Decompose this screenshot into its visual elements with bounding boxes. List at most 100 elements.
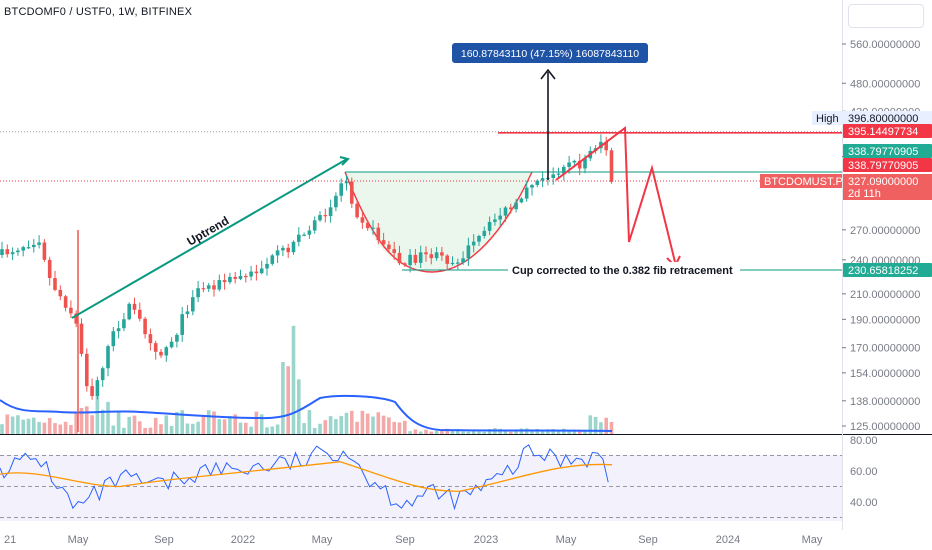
volume-bar [111,425,116,434]
candle-body [275,250,280,256]
volume-bar [222,419,227,434]
candle-body [583,158,587,169]
volume-bar [450,429,455,434]
volume-bar [63,421,68,434]
candle-body [519,198,524,203]
candle-body [355,203,359,218]
price-tick-label: 170.00000000 [850,343,920,355]
volume-bar [556,430,561,434]
candle-body [244,275,248,278]
volume-bar [413,429,418,434]
btcdomust-label-bg [760,174,842,188]
cup-label: Cup corrected to the 0.382 fib retraceme… [512,265,733,277]
volume-bar [281,362,285,434]
candle-body [249,271,253,277]
candle-body [551,174,555,179]
candle-body [572,160,577,163]
time-axis: 21 May Sep 2022 May Sep 2023 May Sep 2024 May [4,534,823,546]
candle-body [556,173,561,175]
candle-body [424,252,428,255]
candle-body [360,217,365,223]
high-badge-bg [812,111,932,125]
candle-body [450,262,455,265]
volume-ma-line [0,394,613,432]
volume-bar [387,417,391,434]
candle-body [265,263,269,269]
candle-body [371,227,375,229]
volume-bar [408,431,412,434]
candle-body [350,181,354,204]
candle-body [228,276,232,283]
candle-body [408,254,412,266]
candle-body [307,230,312,235]
volume-bar [0,424,4,434]
candle-body [344,181,349,184]
candle-body [106,346,110,369]
candle-body [281,247,285,251]
volume-bar [32,417,36,434]
candle-body [392,249,396,253]
volume-bar [397,422,402,434]
volume-bar [21,419,25,434]
candle-body [540,178,545,181]
time-tick-label: May [556,534,577,546]
btcdomust-countdown: 2d 11h [848,188,881,200]
candle-body [122,319,126,329]
btcdomust-badge-value: 327.09000000 [848,176,918,188]
symbol-title: BTCDOMF0 / USTF0, 1W, BITFINEX [4,6,193,18]
candle-body [10,252,15,255]
volume-bar [445,428,449,434]
candle-body [185,311,190,315]
volume-bar [461,431,465,434]
candle-body [514,202,518,210]
volume-bar [297,379,301,434]
candle-body [238,275,243,279]
candle-body [461,258,465,263]
volume-bar [127,416,131,434]
volume-bar [10,416,15,434]
volume-bar [307,410,312,434]
volume-bar [339,416,343,434]
price-tick-label: 270.00000000 [850,225,920,237]
rsi-ma-line [0,461,613,492]
candle-body [90,386,94,397]
candle-body [418,252,423,263]
candle-body [413,254,418,263]
volume-bar [360,410,365,434]
candle-body [509,207,513,210]
fib-badge-value: 230.65818252 [848,265,918,277]
volume-bar [95,396,100,434]
candle-body [16,250,20,253]
candle-body [291,241,296,253]
rsi-pane [0,444,842,518]
volume-bar [434,430,439,434]
candle-body [562,166,566,174]
volume-bar [47,417,52,434]
volume-bar [328,416,333,434]
candle-body [286,247,290,253]
settings-button[interactable] [848,4,924,28]
candle-body [434,252,439,259]
candle-body [95,380,100,397]
volume-bar [143,427,147,434]
candle-body [503,207,508,216]
last-red-badge-value: 338.79770905 [848,160,918,172]
time-tick-label: Sep [638,534,658,546]
candle-body [148,334,153,344]
candle-body [440,252,444,256]
rsi-axis: 80.00 60.00 40.00 [850,435,878,509]
candle-body [169,341,174,348]
candle-body [387,244,391,250]
candle-body [328,207,333,217]
volume-bar [334,419,338,434]
volume-bar [482,431,487,434]
price-tick-label: 154.00000000 [850,368,920,380]
volume-bar [509,431,513,434]
volume-bar [100,409,105,434]
volume-bar [74,412,78,434]
candle-body [233,276,237,279]
volume-bar [577,429,582,434]
